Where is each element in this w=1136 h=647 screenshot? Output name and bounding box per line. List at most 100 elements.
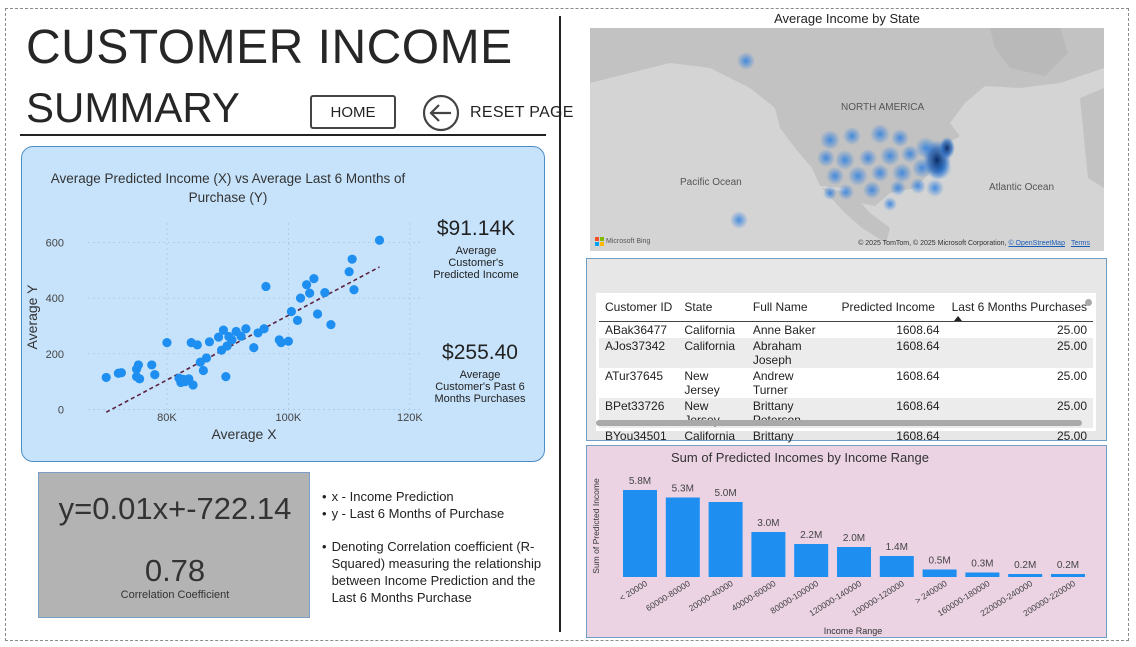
scatter-point[interactable] — [312, 309, 323, 319]
scatter-point[interactable] — [326, 319, 336, 330]
scatter-point[interactable] — [101, 372, 111, 383]
cell-full-name: Abraham Joseph — [746, 337, 836, 368]
column-header-state[interactable]: State — [678, 293, 747, 322]
openstreetmap-link[interactable]: © OpenStreetMap — [1008, 240, 1065, 247]
scatter-point[interactable] — [227, 335, 237, 345]
scatter-point[interactable] — [116, 368, 126, 378]
scatter-point[interactable] — [309, 274, 319, 284]
column-header-predicted-income[interactable]: Predicted Income — [835, 293, 946, 322]
scatter-point[interactable] — [302, 280, 312, 290]
table-row[interactable]: ATur37645 New Jersey Andrew Turner 1608.… — [599, 368, 1093, 398]
bar[interactable] — [965, 572, 1000, 578]
scatter-chart[interactable]: Average Predicted Income (X) vs Average … — [22, 147, 546, 463]
cell-customer-id: ABak36477 — [605, 322, 668, 337]
cell-customer-id: ATur37645 — [605, 368, 664, 383]
cell-state: New Jersey — [684, 368, 720, 397]
bar[interactable] — [1051, 574, 1085, 577]
scatter-y-tick-label: 400 — [46, 293, 64, 305]
scatter-point[interactable] — [218, 325, 229, 335]
kpi-past-purchases-label: Average Customer's Past 6 Months Purchas… — [434, 369, 526, 405]
map-heat-spot — [870, 124, 890, 144]
bing-logo: Microsoft Bing — [595, 237, 650, 246]
scatter-point[interactable] — [192, 340, 202, 350]
bar-value-label: 2.0M — [843, 533, 865, 544]
scatter-point[interactable] — [320, 287, 330, 298]
map-heat-spot — [901, 145, 919, 163]
cell-customer-id: AJos37342 — [599, 337, 679, 368]
scatter-point[interactable] — [292, 315, 303, 325]
map-heat-spot — [737, 52, 755, 70]
scatter-point[interactable] — [135, 374, 145, 384]
scatter-point[interactable] — [261, 281, 271, 292]
customer-table-panel: Customer ID State Full Name Predicted In… — [586, 258, 1107, 457]
bar[interactable] — [879, 556, 914, 577]
bar[interactable] — [922, 569, 957, 578]
report-canvas-frame — [5, 8, 1129, 641]
bar[interactable] — [623, 490, 657, 577]
land-north-america — [590, 28, 1104, 206]
scatter-point[interactable] — [295, 293, 306, 303]
terms-link[interactable]: Terms — [1070, 240, 1090, 247]
vertical-divider — [559, 16, 561, 632]
scatter-point[interactable] — [241, 324, 251, 334]
scatter-point[interactable] — [286, 306, 297, 317]
scatter-point[interactable] — [188, 380, 198, 390]
cell-last-6-months: 25.00 — [1056, 428, 1087, 443]
scatter-point[interactable] — [201, 353, 212, 363]
bar[interactable] — [708, 502, 743, 577]
scatter-point[interactable] — [147, 360, 157, 370]
scatter-point[interactable] — [349, 285, 359, 295]
map-label-north-america: NORTH AMERICA — [841, 102, 925, 113]
map-heat-spot — [838, 184, 854, 200]
bar-chart[interactable]: Sum of Predicted Incomes by Income Range… — [587, 446, 1108, 639]
bar[interactable] — [794, 544, 829, 577]
scatter-point[interactable] — [204, 337, 215, 347]
bar-y-axis-label: Sum of Predicted Income — [591, 478, 601, 574]
sort-ascending-icon[interactable] — [954, 316, 962, 321]
table-row[interactable]: AJos37342 California Abraham Joseph 1608… — [599, 337, 1093, 368]
land-greenland — [990, 28, 1068, 76]
scatter-point[interactable] — [249, 343, 259, 353]
map-heat-spot — [730, 211, 748, 229]
scatter-point[interactable] — [213, 332, 224, 342]
column-header-full-name[interactable]: Full Name — [746, 293, 836, 322]
bar[interactable] — [1008, 574, 1043, 577]
map-heat-spot — [926, 179, 944, 197]
cell-state: California — [684, 322, 736, 337]
bar-category-label: < 20000 — [617, 578, 649, 603]
column-header-last-6-months[interactable]: Last 6 Months Purchases — [945, 293, 1093, 322]
scatter-y-tick-label: 0 — [58, 404, 64, 416]
bar[interactable] — [665, 497, 700, 578]
bar[interactable] — [837, 547, 871, 577]
bar-value-label: 5.0M — [714, 488, 736, 499]
scatter-point[interactable] — [162, 338, 172, 348]
vertical-scrollbar-thumb[interactable] — [1085, 299, 1092, 306]
scatter-point[interactable] — [283, 336, 293, 346]
cell-full-name: Anne Baker — [752, 322, 816, 337]
cell-last-6-months: 25.00 — [1056, 322, 1087, 337]
scatter-point[interactable] — [198, 365, 208, 376]
scatter-point[interactable] — [276, 338, 286, 348]
scatter-point[interactable] — [150, 370, 160, 380]
scatter-point[interactable] — [259, 324, 269, 334]
scatter-point[interactable] — [133, 360, 144, 370]
horizontal-scrollbar[interactable] — [596, 420, 1082, 426]
scatter-point[interactable] — [236, 331, 246, 341]
scatter-point[interactable] — [305, 288, 315, 298]
map-label-atlantic: Atlantic Ocean — [989, 182, 1055, 193]
scatter-y-tick-label: 200 — [46, 349, 64, 361]
reset-page-button[interactable]: RESET PAGE — [422, 94, 574, 132]
bar[interactable] — [751, 532, 786, 577]
kpi-past-purchases-value: $255.40 — [442, 341, 518, 364]
table-row[interactable]: ABak36477 California Anne Baker 1608.64 … — [599, 321, 1093, 338]
column-header-customer-id[interactable]: Customer ID — [599, 293, 679, 322]
home-button-label: HOME — [330, 103, 376, 121]
income-map[interactable]: NORTH AMERICA Pacific Ocean Atlantic Oce… — [590, 28, 1104, 251]
scatter-point[interactable] — [374, 235, 385, 245]
map-canvas[interactable] — [590, 28, 1104, 251]
scatter-point[interactable] — [344, 267, 354, 277]
home-button[interactable]: HOME — [310, 95, 396, 129]
scatter-point[interactable] — [347, 254, 357, 264]
scatter-point[interactable] — [221, 372, 231, 382]
cell-full-name: Andrew Turner — [752, 368, 794, 397]
